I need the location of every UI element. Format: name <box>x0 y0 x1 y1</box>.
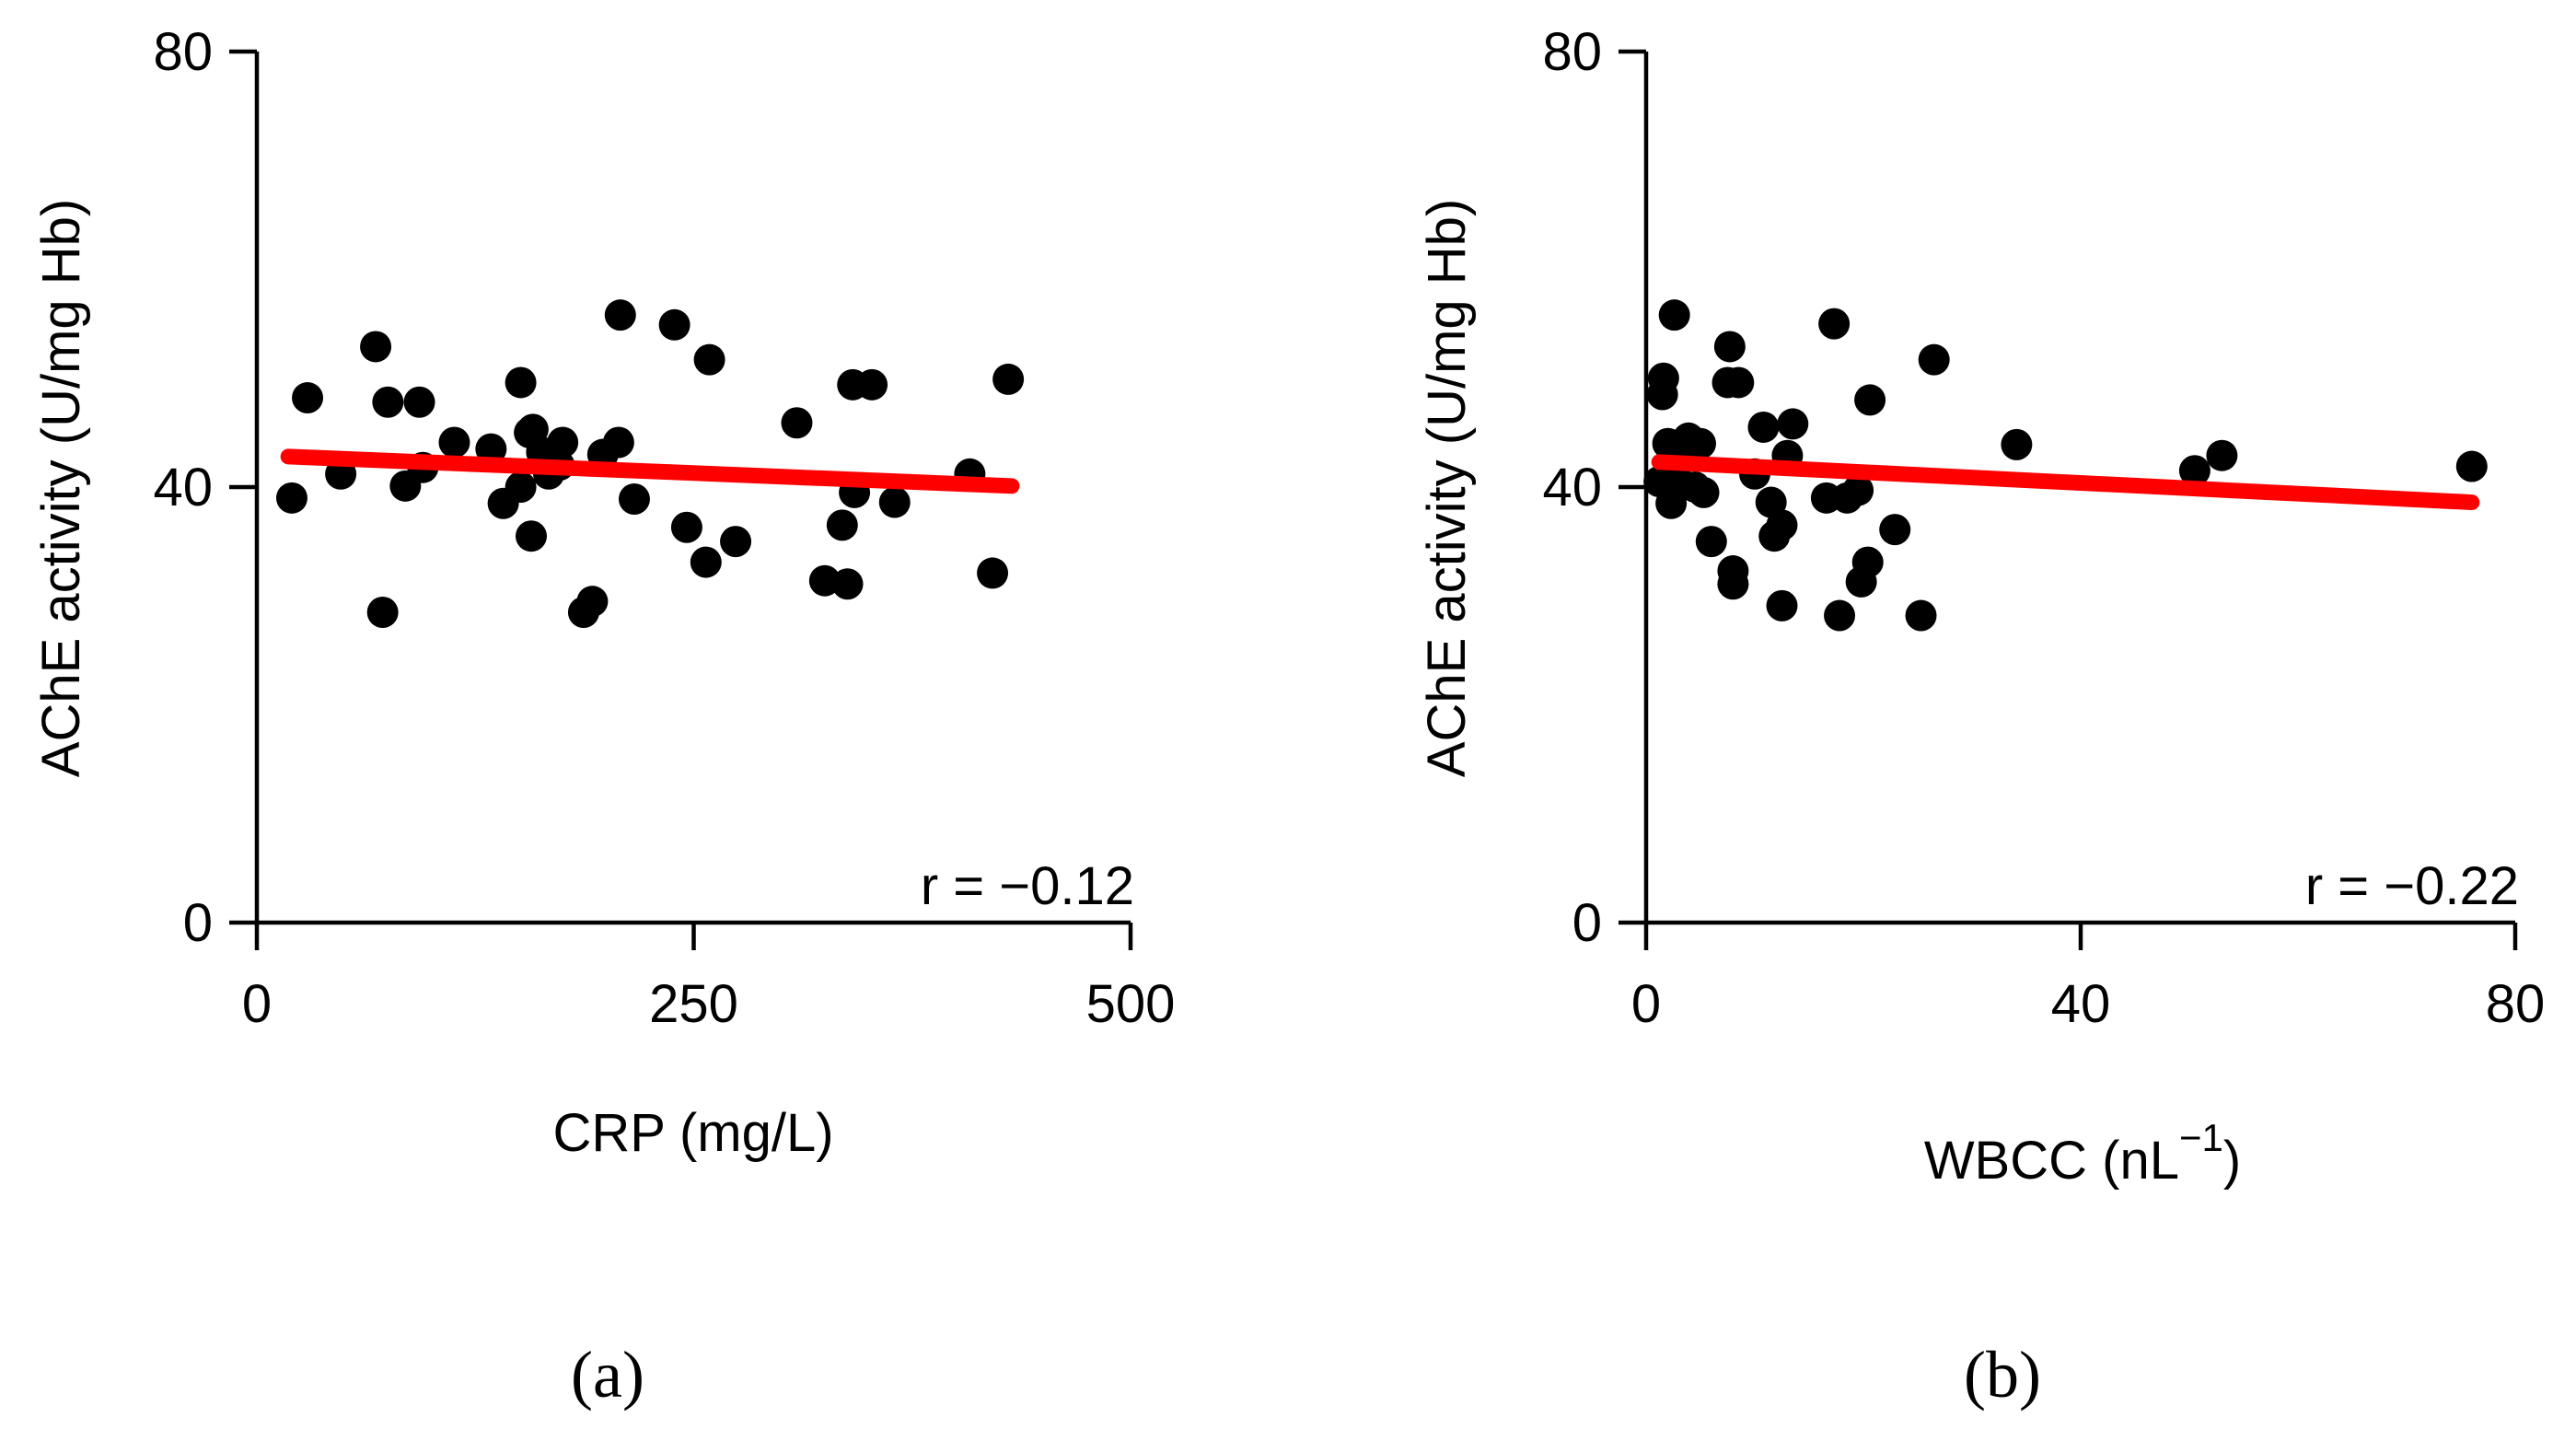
panel-a: 0 40 80 0 250 500 r = −0.12 AChE activity (U… <box>31 22 1175 1412</box>
data-point <box>372 386 404 418</box>
data-point <box>856 368 888 401</box>
x-axis-label-main: WBCC (nL <box>1924 1131 2179 1191</box>
data-point <box>2206 439 2238 471</box>
y-axis-label: AChE activity (U/mg Hb) <box>1417 199 1477 777</box>
regression-line <box>280 448 1020 494</box>
data-point <box>670 511 702 543</box>
x-tick-label: 0 <box>242 974 272 1034</box>
y-tick-label: 0 <box>1572 893 1602 953</box>
data-point <box>2001 428 2033 460</box>
data-point <box>1918 343 1950 376</box>
data-point <box>602 426 634 459</box>
x-tick-label: 0 <box>1631 974 1661 1034</box>
y-tick-label: 80 <box>153 22 213 82</box>
data-point <box>2178 455 2210 487</box>
data-point <box>781 407 813 439</box>
data-point <box>366 596 399 628</box>
data-point <box>1777 408 1809 440</box>
data-point <box>690 546 722 578</box>
data-point <box>604 299 636 331</box>
data-point <box>1658 299 1690 331</box>
x-tick-label: 80 <box>2486 974 2546 1034</box>
data-point <box>547 426 579 459</box>
data-point <box>1713 331 1746 363</box>
data-point <box>360 331 392 363</box>
x-ticks: 0 250 500 <box>242 923 1176 1034</box>
data-point <box>438 426 470 459</box>
data-point <box>1766 589 1798 622</box>
data-point <box>403 386 435 418</box>
data-point <box>977 557 1009 589</box>
data-point <box>992 363 1025 395</box>
data-point <box>1685 427 1716 459</box>
data-point <box>1647 362 1679 394</box>
y-tick-label: 80 <box>1542 22 1602 82</box>
data-point <box>505 366 537 399</box>
data-point <box>1879 514 1911 546</box>
x-axis-label: WBCC (nL−1) <box>1924 1116 2241 1191</box>
data-point <box>826 509 858 541</box>
regression-line <box>1651 454 2480 511</box>
y-ticks: 0 40 80 <box>1542 22 1646 953</box>
data-point <box>720 526 752 558</box>
correlation-annotation: r = −0.22 <box>2305 856 2519 916</box>
y-tick-label: 0 <box>183 893 213 953</box>
x-tick-label: 250 <box>649 974 738 1034</box>
panel-label: (a) <box>571 1338 644 1412</box>
data-point <box>1824 599 1856 632</box>
y-ticks: 0 40 80 <box>153 22 257 953</box>
x-tick-label: 500 <box>1086 974 1176 1034</box>
data-point <box>1688 476 1720 508</box>
data-point <box>1723 366 1755 399</box>
x-tick-label: 40 <box>2051 974 2111 1034</box>
correlation-annotation: r = −0.12 <box>921 856 1134 916</box>
data-point <box>831 568 864 600</box>
data-point <box>618 483 650 516</box>
y-tick-label: 40 <box>153 458 213 517</box>
data-point <box>1695 526 1727 558</box>
panel-b: 0 40 80 0 40 80 r = −0.22 AChE activity (U/m… <box>1417 22 2545 1412</box>
x-axis-label: CRP (mg/L) <box>552 1103 833 1163</box>
data-point <box>658 308 690 341</box>
panel-label: (b) <box>1964 1338 2041 1412</box>
y-axis-label: AChE activity (U/mg Hb) <box>31 199 91 777</box>
data-point <box>515 520 547 552</box>
data-point <box>693 343 725 376</box>
data-point <box>1818 308 1851 340</box>
data-point <box>1747 411 1780 443</box>
x-axis-label-tail: ) <box>2223 1131 2241 1191</box>
data-point <box>878 486 911 518</box>
data-point <box>1766 509 1798 541</box>
data-point <box>275 482 307 514</box>
y-tick-label: 40 <box>1542 458 1602 517</box>
data-point <box>1717 555 1749 587</box>
data-point <box>1842 474 1874 506</box>
data-point <box>1905 599 1937 632</box>
data-point <box>2455 450 2488 482</box>
data-point <box>505 471 537 503</box>
data-point <box>576 586 609 618</box>
x-axis-label-superscript: −1 <box>2179 1116 2223 1159</box>
data-point <box>1854 384 1886 416</box>
data-point <box>1851 546 1884 578</box>
x-ticks: 0 40 80 <box>1631 923 2545 1034</box>
data-point <box>292 382 324 414</box>
